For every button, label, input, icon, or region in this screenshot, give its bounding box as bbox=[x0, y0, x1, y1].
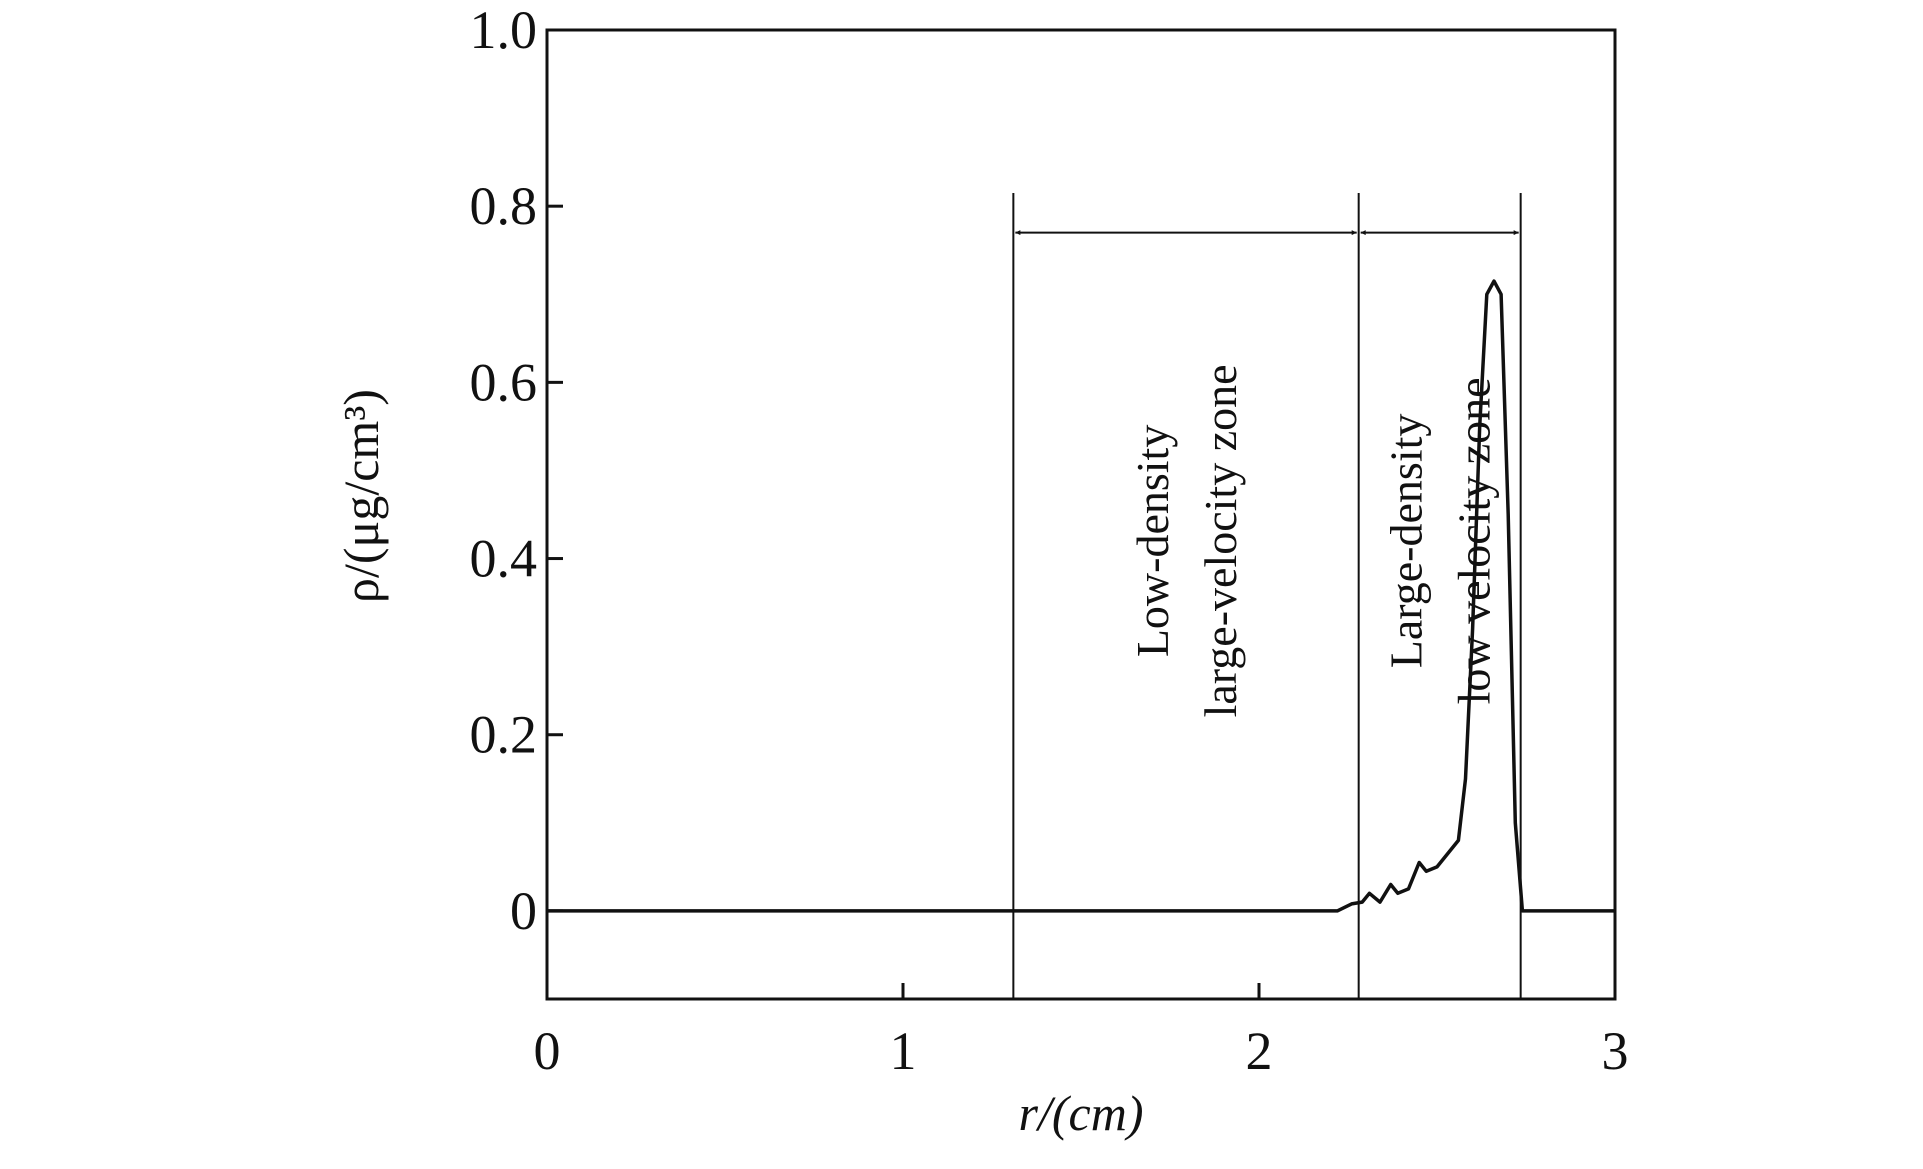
y-tick-label: 0.8 bbox=[470, 176, 538, 236]
y-tick-label: 1.0 bbox=[470, 0, 538, 60]
data-line bbox=[547, 279, 1615, 913]
x-tick-label: 1 bbox=[890, 1021, 917, 1081]
zone-label: Low-density bbox=[1127, 425, 1178, 658]
x-tick-label: 3 bbox=[1602, 1021, 1629, 1081]
y-tick-label: 0.4 bbox=[470, 529, 538, 589]
x-axis-label: r/(cm) bbox=[1019, 1085, 1144, 1141]
zone-label: large-velocity zone bbox=[1195, 364, 1246, 717]
y-axis-label: ρ/(μg/cm³) bbox=[333, 389, 389, 603]
plot-frame bbox=[545, 28, 1617, 1001]
x-tick-label: 0 bbox=[534, 1021, 561, 1081]
zone-label: Large-density bbox=[1381, 414, 1432, 669]
y-tick-label: 0.2 bbox=[470, 705, 538, 765]
y-tick-label: 0.6 bbox=[470, 352, 538, 412]
y-tick-label: 0 bbox=[510, 881, 537, 941]
x-tick-label: 2 bbox=[1246, 1021, 1273, 1081]
